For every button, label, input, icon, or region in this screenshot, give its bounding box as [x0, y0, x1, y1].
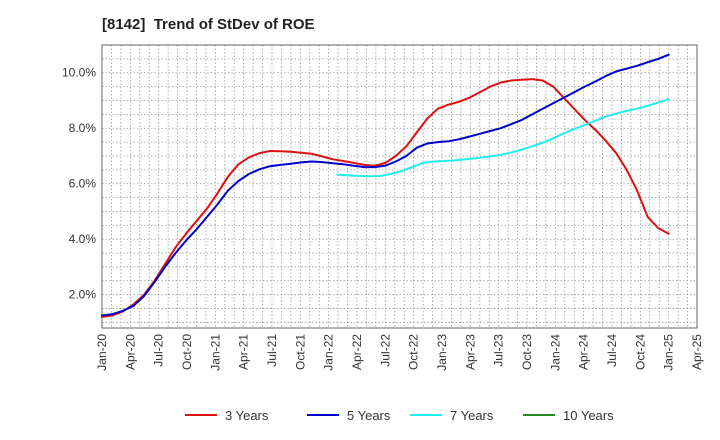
x-tick-label: Oct-21	[293, 334, 307, 370]
x-tick-label: Oct-22	[407, 334, 421, 370]
x-tick-label: Apr-25	[690, 334, 704, 370]
plot-border	[101, 44, 698, 329]
series-line-7-years	[336, 98, 670, 178]
x-tick-label: Jan-25	[662, 334, 676, 371]
chart-title: [8142] Trend of StDev of ROE	[102, 16, 315, 33]
legend-label: 3 Years	[225, 408, 269, 423]
y-tick-label: 10.0%	[62, 66, 96, 80]
x-tick-label: Jul-20	[152, 334, 166, 367]
x-tick-label: Apr-23	[463, 334, 477, 370]
x-tick-label: Jan-24	[548, 334, 562, 371]
x-tick-label: Apr-24	[577, 334, 591, 370]
x-tick-label: Oct-23	[520, 334, 534, 370]
x-tick-label: Jan-23	[435, 334, 449, 371]
x-tick-label: Oct-20	[180, 334, 194, 370]
x-tick-label: Jul-22	[378, 334, 392, 367]
x-tick-label: Jan-20	[95, 334, 109, 371]
series-line-3-years	[101, 78, 670, 318]
y-tick-label: 4.0%	[69, 232, 97, 246]
legend-label: 5 Years	[347, 408, 391, 423]
x-tick-label: Jul-21	[265, 334, 279, 367]
x-tick-label: Jul-24	[605, 334, 619, 367]
x-tick-label: Jul-23	[492, 334, 506, 367]
x-tick-label: Apr-21	[237, 334, 251, 370]
legend-label: 7 Years	[450, 408, 494, 423]
plot-area	[102, 45, 697, 328]
y-tick-label: 2.0%	[69, 288, 97, 302]
y-tick-label: 6.0%	[69, 177, 97, 191]
x-tick-label: Oct-24	[633, 334, 647, 370]
x-tick-label: Jan-22	[322, 334, 336, 371]
x-tick-label: Apr-22	[350, 334, 364, 370]
series-line-5-years	[101, 53, 670, 317]
y-tick-label: 8.0%	[69, 121, 97, 135]
legend-label: 10 Years	[563, 408, 614, 423]
x-tick-label: Apr-20	[123, 334, 137, 370]
x-tick-label: Jan-21	[208, 334, 222, 371]
